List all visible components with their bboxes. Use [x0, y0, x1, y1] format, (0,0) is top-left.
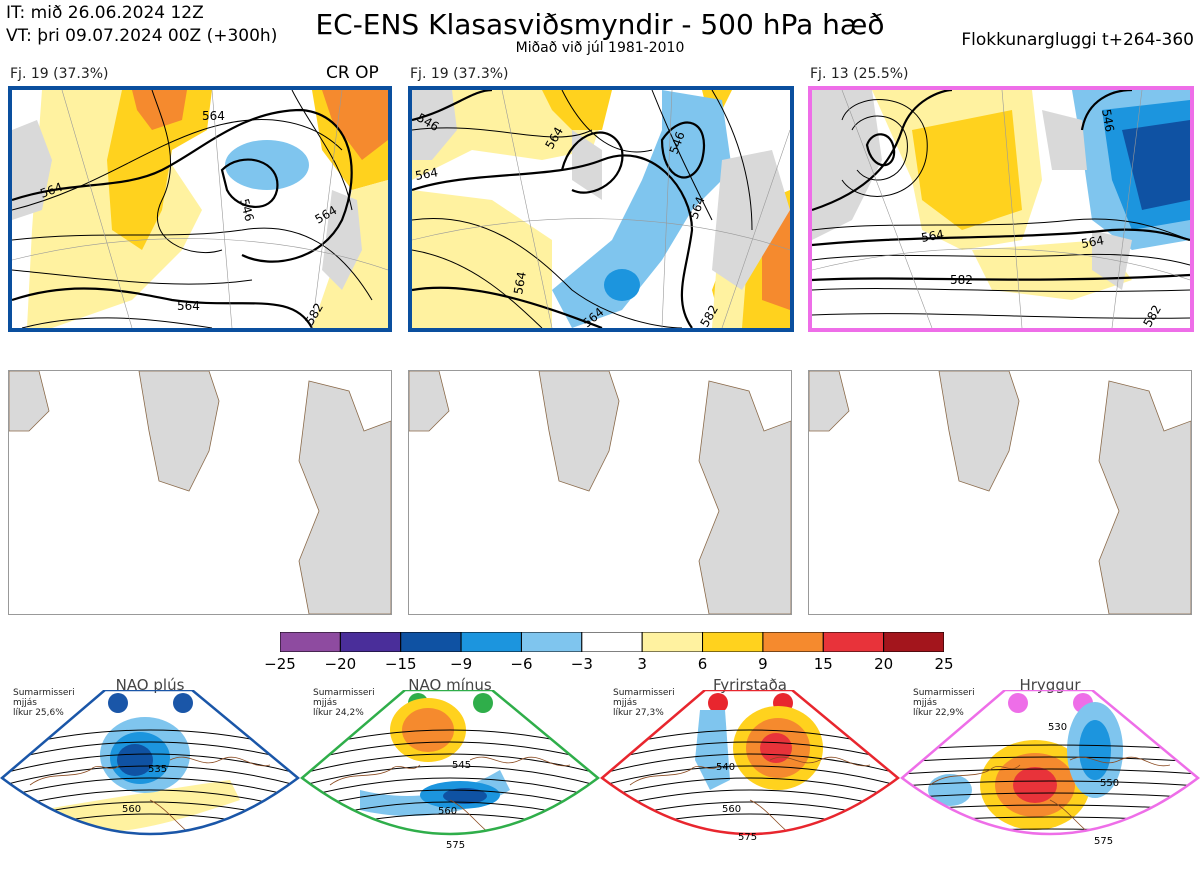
colorbar-tick-label: −3 [570, 655, 593, 673]
cluster-1-tag: CR OP [326, 63, 379, 83]
colorbar-tick-label: −15 [384, 655, 417, 673]
cluster-map-1: 564 546 564 564 564 582 [8, 86, 392, 332]
regime-likelihood-note: Sumarmisseri mjjás líkur 22,9% [913, 688, 975, 718]
regime-likelihood-note: Sumarmisseri mjjás líkur 27,3% [613, 688, 675, 718]
empty-map-3 [808, 370, 1192, 615]
cluster-map-2: 546 546 564 564 564 582 564 564 [408, 86, 794, 332]
cluster-3-label: Fj. 13 (25.5%) [810, 66, 909, 82]
colorbar-tick-label: −20 [324, 655, 357, 673]
regime-note-line: mjjás [13, 698, 37, 708]
colorbar-tick-label: 20 [874, 655, 894, 673]
regime-marker-dot [173, 693, 193, 713]
cluster-1-label: Fj. 19 (37.3%) [10, 66, 109, 82]
contour-label: 564 [511, 271, 529, 296]
contour-label: 564 [177, 299, 200, 313]
regime-likelihood-note: Sumarmisseri mjjás líkur 24,2% [313, 688, 375, 718]
contour-label: 582 [950, 273, 973, 287]
cluster-map-1-field: 564 546 564 564 564 582 [12, 90, 388, 328]
regime-likelihood-note: Sumarmisseri mjjás líkur 25,6% [13, 688, 75, 718]
regime-contour-label: 575 [738, 832, 757, 843]
colorbar-tick-label: 3 [637, 655, 647, 673]
contour-label: 546 [237, 197, 256, 223]
regime-note-line: Sumarmisseri [913, 688, 975, 698]
colorbar-swatch [702, 631, 764, 653]
regime-contour-label: 540 [716, 762, 735, 773]
colorbar-swatch [641, 631, 704, 653]
classification-window: Flokkunargluggi t+264-360 [961, 30, 1194, 50]
regime-note-line: mjjás [913, 698, 937, 708]
regime-marker-dot [1008, 693, 1028, 713]
regime-note-line: mjjás [313, 698, 337, 708]
issue-time: IT: mið 26.06.2024 12Z [6, 3, 204, 23]
colorbar-tick-label: 25 [934, 655, 954, 673]
regime-note-line: líkur 25,6% [13, 708, 64, 718]
colorbar-tick-label: 6 [697, 655, 708, 673]
page-subtitle: Miðað við júl 1981-2010 [515, 40, 685, 56]
colorbar-tick-label: 9 [758, 655, 768, 673]
colorbar-tick-label: −6 [510, 655, 533, 673]
regime-marker-dot [473, 693, 493, 713]
regime-marker-dot [108, 693, 128, 713]
regime-note-line: Sumarmisseri [613, 688, 675, 698]
contour-label: 582 [1140, 303, 1164, 328]
regime-contour-label: 535 [148, 764, 167, 775]
regime-note-line: Sumarmisseri [13, 688, 75, 698]
colorbar-swatch [460, 631, 522, 653]
regime-note-line: líkur 27,3% [613, 708, 664, 718]
regime-marker-dot [708, 693, 728, 713]
colorbar-tick-label: 15 [813, 655, 833, 673]
regime-contour-label: 560 [122, 804, 141, 815]
cluster-2-label: Fj. 19 (37.3%) [410, 66, 509, 82]
colorbar-swatches [279, 631, 945, 653]
regime-map: 545 560 575 [300, 688, 601, 872]
colorbar-swatch [520, 631, 583, 653]
contour-label: 564 [1080, 233, 1105, 251]
regime-note-line: Sumarmisseri [313, 688, 375, 698]
contour-label: 564 [202, 109, 225, 123]
contour-label: 546 [1099, 108, 1117, 133]
regime-contour-label: 550 [1100, 778, 1119, 789]
colorbar-tick-label: −25 [264, 655, 296, 673]
regime-note-line: líkur 24,2% [313, 708, 364, 718]
valid-time: VT: þri 09.07.2024 00Z (+300h) [6, 26, 278, 46]
regime-contour-label: 545 [452, 760, 471, 771]
regime-contour-label: 575 [446, 840, 465, 851]
colorbar-swatch [279, 631, 341, 653]
cluster-map-3-field: 546 564 564 582 582 [812, 90, 1190, 328]
regime-note-line: líkur 22,9% [913, 708, 964, 718]
contour-label: 564 [920, 227, 945, 245]
colorbar-swatch [883, 631, 945, 653]
page-title: EC-ENS Klasasviðsmyndir - 500 hPa hæð [315, 8, 885, 41]
colorbar-swatch [581, 631, 643, 653]
header-times: IT: mið 26.06.2024 12Z VT: þri 09.07.202… [6, 2, 277, 48]
regime-contour-label: 560 [438, 806, 457, 817]
cluster-map-3: 546 564 564 582 582 [808, 86, 1194, 332]
colorbar-tick-label: −9 [450, 655, 473, 673]
empty-map-2 [408, 370, 792, 615]
colorbar [279, 631, 945, 656]
cluster-map-2-field: 546 546 564 564 564 582 564 564 [412, 90, 790, 328]
regime-map: 535 560 [0, 688, 301, 872]
regime-contour-label: 575 [1094, 836, 1113, 847]
regime-contour-label: 530 [1048, 722, 1067, 733]
colorbar-swatch [822, 631, 885, 653]
empty-map-1 [8, 370, 392, 615]
contour-label: 564 [414, 165, 439, 183]
regime-contour-label: 560 [722, 804, 741, 815]
regime-map: 540 560 575 [600, 688, 901, 872]
colorbar-swatch [339, 631, 402, 653]
regime-map: 530 550 575 [900, 688, 1200, 872]
colorbar-swatch [400, 631, 462, 653]
colorbar-swatch [762, 631, 824, 653]
regime-note-line: mjjás [613, 698, 637, 708]
